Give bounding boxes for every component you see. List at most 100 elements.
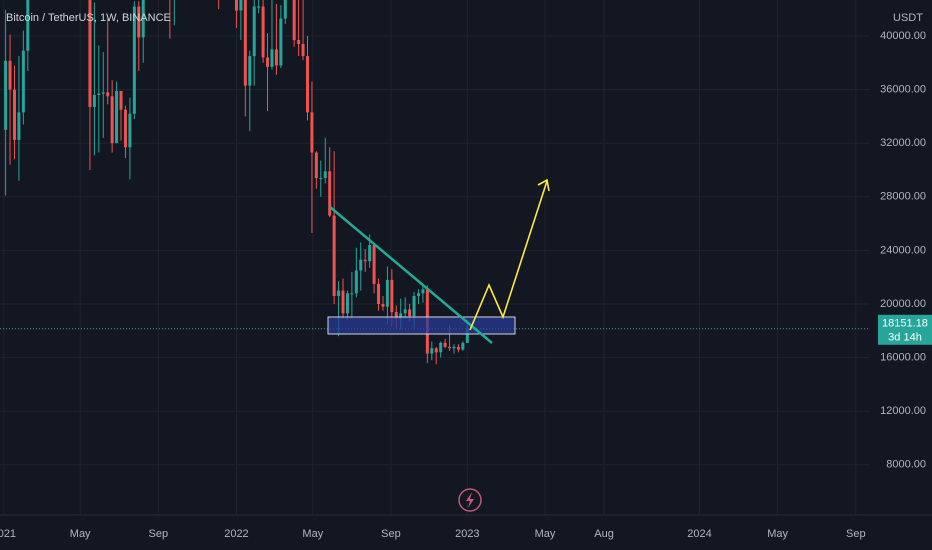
candle-body	[319, 178, 323, 180]
candle-body	[283, 0, 287, 19]
candle-body	[279, 18, 283, 66]
candle-body	[257, 6, 261, 8]
lightning-icon[interactable]	[458, 488, 482, 512]
candle-body	[381, 304, 385, 307]
candle-body	[17, 112, 21, 140]
candle-body	[132, 6, 136, 114]
candle-body	[88, 0, 92, 108]
candle-body	[368, 245, 372, 262]
x-tick-label: Sep	[381, 528, 401, 540]
candle-body	[92, 94, 96, 108]
candle-body	[137, 6, 141, 38]
trend-line	[329, 206, 493, 344]
candle-body	[461, 342, 465, 350]
candle-body	[252, 6, 256, 57]
candle-body	[270, 49, 274, 67]
axes: 8000.00 12000.00 16000.00 20000.00 24000.00 2…	[0, 30, 932, 540]
candle-body	[372, 245, 376, 284]
y-axis-label: USDT	[893, 12, 923, 24]
x-tick-label: May	[767, 528, 788, 540]
candle-body	[119, 90, 123, 110]
x-tick-label: May	[70, 528, 91, 540]
candle-body	[239, 0, 243, 11]
candle-body	[443, 342, 447, 347]
candle-body	[394, 312, 398, 319]
candle-body	[465, 328, 469, 343]
candle-body	[101, 92, 105, 94]
candle-body	[363, 259, 367, 262]
candle-body	[408, 309, 412, 317]
candle-body	[297, 40, 301, 45]
y-tick-label: 36000.00	[880, 84, 926, 96]
candle-body	[403, 309, 407, 314]
candle-body	[248, 56, 252, 86]
candle-body	[390, 279, 394, 313]
x-tick-label: Sep	[846, 528, 866, 540]
candle-body	[412, 295, 416, 317]
candle-body	[243, 0, 247, 86]
x-tick-label: May	[302, 528, 323, 540]
candle-body	[354, 270, 358, 294]
price-label: 18151.18	[882, 318, 928, 330]
candle-body	[128, 113, 132, 148]
candle-body	[456, 346, 460, 350]
support-zone	[327, 316, 516, 335]
y-tick-label: 12000.00	[880, 405, 926, 417]
candle-body	[261, 6, 265, 58]
y-tick-label: 16000.00	[880, 352, 926, 364]
x-tick-label: 2022	[224, 528, 248, 540]
candle-body	[421, 289, 425, 294]
candle-body	[448, 346, 452, 349]
candle-body	[8, 60, 12, 90]
candle-body	[341, 290, 345, 314]
candle-body	[97, 93, 101, 95]
y-tick-label: 40000.00	[880, 30, 926, 42]
x-tick-label: Aug	[594, 528, 614, 540]
drawings	[327, 178, 550, 512]
candle-body	[310, 112, 314, 153]
y-tick-label: 28000.00	[880, 191, 926, 203]
candle-body	[439, 342, 443, 353]
x-tick-label: 2023	[455, 528, 479, 540]
candle-body	[266, 57, 270, 67]
candle-body	[4, 60, 8, 130]
x-tick-label: Sep	[149, 528, 169, 540]
candle-body	[377, 283, 381, 305]
candle-body	[385, 279, 389, 307]
y-tick-label: 32000.00	[880, 137, 926, 149]
lightning-bolt	[466, 492, 474, 508]
candle-body	[314, 152, 318, 179]
candles	[0, 0, 870, 365]
candle-body	[292, 0, 296, 41]
candle-body	[106, 92, 110, 97]
candle-body	[332, 215, 336, 296]
x-tick-label: May	[535, 528, 556, 540]
chart-title: Bitcoin / TetherUS, 1W, BINANCE	[6, 12, 171, 24]
candle-body	[110, 96, 114, 144]
candle-body	[434, 348, 438, 353]
y-tick-label: 24000.00	[880, 244, 926, 256]
candle-body	[123, 109, 127, 148]
candle-body	[452, 346, 456, 349]
candle-body	[337, 290, 341, 296]
candle-body	[305, 56, 309, 113]
projection-arrow	[537, 178, 550, 192]
x-tick-label: 2024	[687, 528, 711, 540]
candle-body	[26, 0, 30, 51]
candle-body	[274, 49, 278, 66]
grid	[0, 0, 870, 515]
candle-body	[21, 50, 25, 113]
y-tick-label: 8000.00	[886, 459, 926, 471]
x-tick-label: 2021	[0, 528, 16, 540]
price-box	[878, 314, 932, 345]
candle-body	[301, 44, 305, 57]
y-tick-label: 20000.00	[880, 298, 926, 310]
countdown-label: 3d 14h	[888, 332, 922, 344]
candle-body	[416, 293, 420, 296]
candle-body	[350, 293, 354, 295]
candle-body	[430, 348, 434, 354]
candle-body	[12, 89, 16, 140]
candle-body	[323, 171, 327, 179]
